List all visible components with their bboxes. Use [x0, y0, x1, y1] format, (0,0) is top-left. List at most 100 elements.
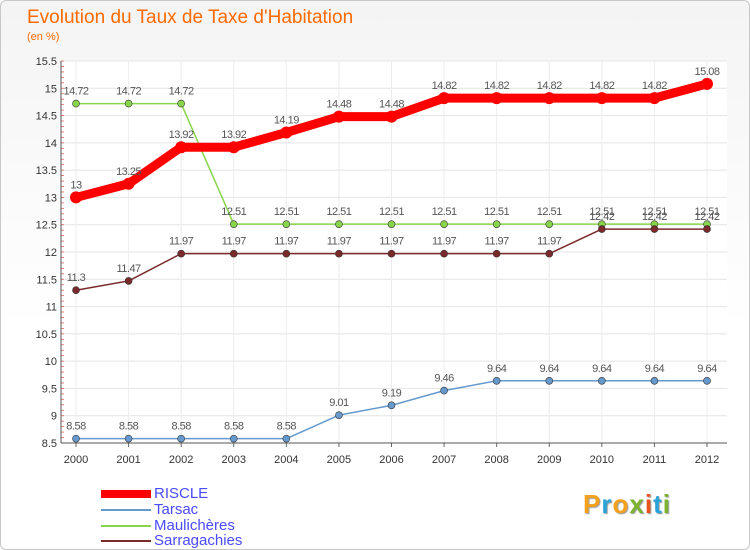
data-label-maulichères: 12.51 — [589, 206, 614, 218]
legend-swatch-riscle — [101, 490, 151, 498]
y-tick-label: 10.5 — [36, 329, 57, 341]
data-label-tarsac: 9.64 — [540, 363, 560, 375]
legend-label-maulicheres: Maulichères — [154, 517, 235, 534]
data-label-riscle: 14.82 — [432, 80, 457, 92]
data-label-riscle: 14.48 — [379, 99, 404, 111]
data-label-tarsac: 8.58 — [119, 421, 139, 433]
y-tick-label: 10 — [45, 356, 57, 368]
x-tick-label: 2010 — [590, 454, 614, 466]
data-label-sarragachies: 11.97 — [169, 236, 194, 248]
data-label-maulichères: 12.51 — [694, 206, 719, 218]
logo-letter: i — [644, 489, 654, 519]
x-tick-label: 2008 — [484, 454, 508, 466]
legend-label-riscle: RISCLE — [154, 485, 209, 502]
data-point-riscle — [595, 92, 608, 105]
data-label-maulichères: 14.72 — [116, 86, 141, 98]
x-tick-label: 2012 — [695, 454, 719, 466]
y-tick-label: 15 — [45, 83, 57, 95]
data-point-sarragachies — [177, 249, 185, 258]
data-point-sarragachies — [335, 249, 343, 258]
data-label-maulichères: 12.51 — [642, 206, 667, 218]
legend-item-maulicheres: Maulichères — [101, 517, 301, 534]
data-point-riscle — [122, 177, 135, 190]
data-label-riscle: 14.82 — [537, 80, 562, 92]
data-point-riscle — [332, 110, 345, 123]
data-label-sarragachies: 12.42 — [589, 211, 614, 223]
data-label-sarragachies: 11.97 — [379, 236, 404, 248]
y-tick-label: 9.5 — [42, 383, 57, 395]
data-label-maulichères: 14.72 — [169, 86, 194, 98]
data-point-maulichères — [229, 220, 238, 228]
data-label-tarsac: 9.19 — [382, 387, 402, 399]
data-point-riscle — [227, 141, 240, 154]
data-point-tarsac — [72, 434, 80, 443]
data-point-tarsac — [545, 376, 554, 385]
data-label-tarsac: 9.64 — [592, 363, 612, 375]
x-tick-label: 2000 — [64, 454, 88, 466]
proxiti-logo: Proxiti — [583, 489, 671, 520]
data-label-riscle: 13.92 — [169, 129, 194, 141]
data-label-maulichères: 12.51 — [221, 206, 246, 218]
data-point-maulichères — [124, 99, 133, 108]
y-tick-label: 8.5 — [42, 438, 57, 450]
data-point-riscle — [648, 92, 661, 105]
data-point-maulichères — [492, 220, 501, 228]
data-label-riscle: 13.92 — [221, 129, 246, 141]
data-point-tarsac — [335, 411, 343, 419]
data-label-sarragachies: 12.42 — [642, 211, 667, 223]
x-tick-label: 2001 — [116, 454, 140, 466]
data-point-maulichères — [387, 220, 396, 228]
data-point-maulichères — [177, 99, 185, 108]
data-point-sarragachies — [598, 225, 606, 233]
data-point-riscle — [70, 191, 82, 204]
chart-title: Evolution du Taux de Taxe d'Habitation — [27, 7, 354, 28]
data-label-sarragachies: 11.97 — [485, 236, 510, 248]
x-tick-label: 2003 — [222, 454, 246, 466]
y-tick-label: 12.5 — [36, 220, 57, 232]
y-tick-label: 11.5 — [36, 274, 57, 286]
data-point-sarragachies — [650, 225, 659, 233]
data-point-maulichères — [335, 220, 343, 228]
data-point-maulichères — [72, 99, 80, 108]
data-label-tarsac: 9.46 — [434, 373, 454, 385]
data-label-maulichères: 12.51 — [432, 206, 457, 218]
data-point-sarragachies — [124, 277, 133, 285]
data-label-riscle: 14.82 — [484, 80, 509, 92]
x-tick-label: 2005 — [327, 454, 351, 466]
data-label-tarsac: 8.58 — [66, 421, 86, 433]
x-tick-label: 2011 — [643, 454, 667, 466]
y-tick-label: 14.5 — [36, 111, 57, 123]
data-point-sarragachies — [492, 249, 501, 258]
legend-item-tarsac: Tarsac — [101, 501, 301, 518]
data-label-sarragachies: 11.97 — [537, 236, 562, 248]
y-tick-label: 11 — [46, 302, 57, 314]
x-tick-label: 2007 — [432, 454, 456, 466]
data-label-sarragachies: 11.47 — [116, 263, 141, 275]
data-point-maulichères — [282, 220, 291, 228]
data-point-sarragachies — [72, 286, 80, 295]
data-label-riscle: 14.48 — [326, 99, 351, 111]
logo-letter: x — [629, 489, 645, 519]
logo-letter: i — [662, 489, 671, 519]
data-label-riscle: 14.82 — [589, 80, 614, 92]
logo-letter: o — [612, 489, 630, 519]
data-point-sarragachies — [282, 249, 291, 258]
data-label-tarsac: 9.64 — [645, 363, 665, 375]
legend-label-sarragachies: Sarragachies — [154, 532, 243, 549]
data-point-sarragachies — [229, 249, 238, 258]
data-label-sarragachies: 11.97 — [222, 236, 247, 248]
data-label-sarragachies: 11.97 — [274, 236, 299, 248]
data-label-tarsac: 8.58 — [277, 421, 297, 433]
logo-letter: r — [601, 489, 613, 519]
data-label-tarsac: 8.58 — [171, 421, 191, 433]
data-point-riscle — [438, 92, 451, 105]
data-label-sarragachies: 11.97 — [327, 236, 352, 248]
data-label-maulichères: 12.51 — [326, 206, 351, 218]
data-label-riscle: 13 — [70, 179, 82, 191]
legend-swatch-sarragachies — [101, 540, 151, 542]
x-tick-label: 2004 — [274, 454, 298, 466]
data-point-maulichères — [545, 220, 554, 228]
legend-swatch-tarsac — [101, 509, 151, 511]
